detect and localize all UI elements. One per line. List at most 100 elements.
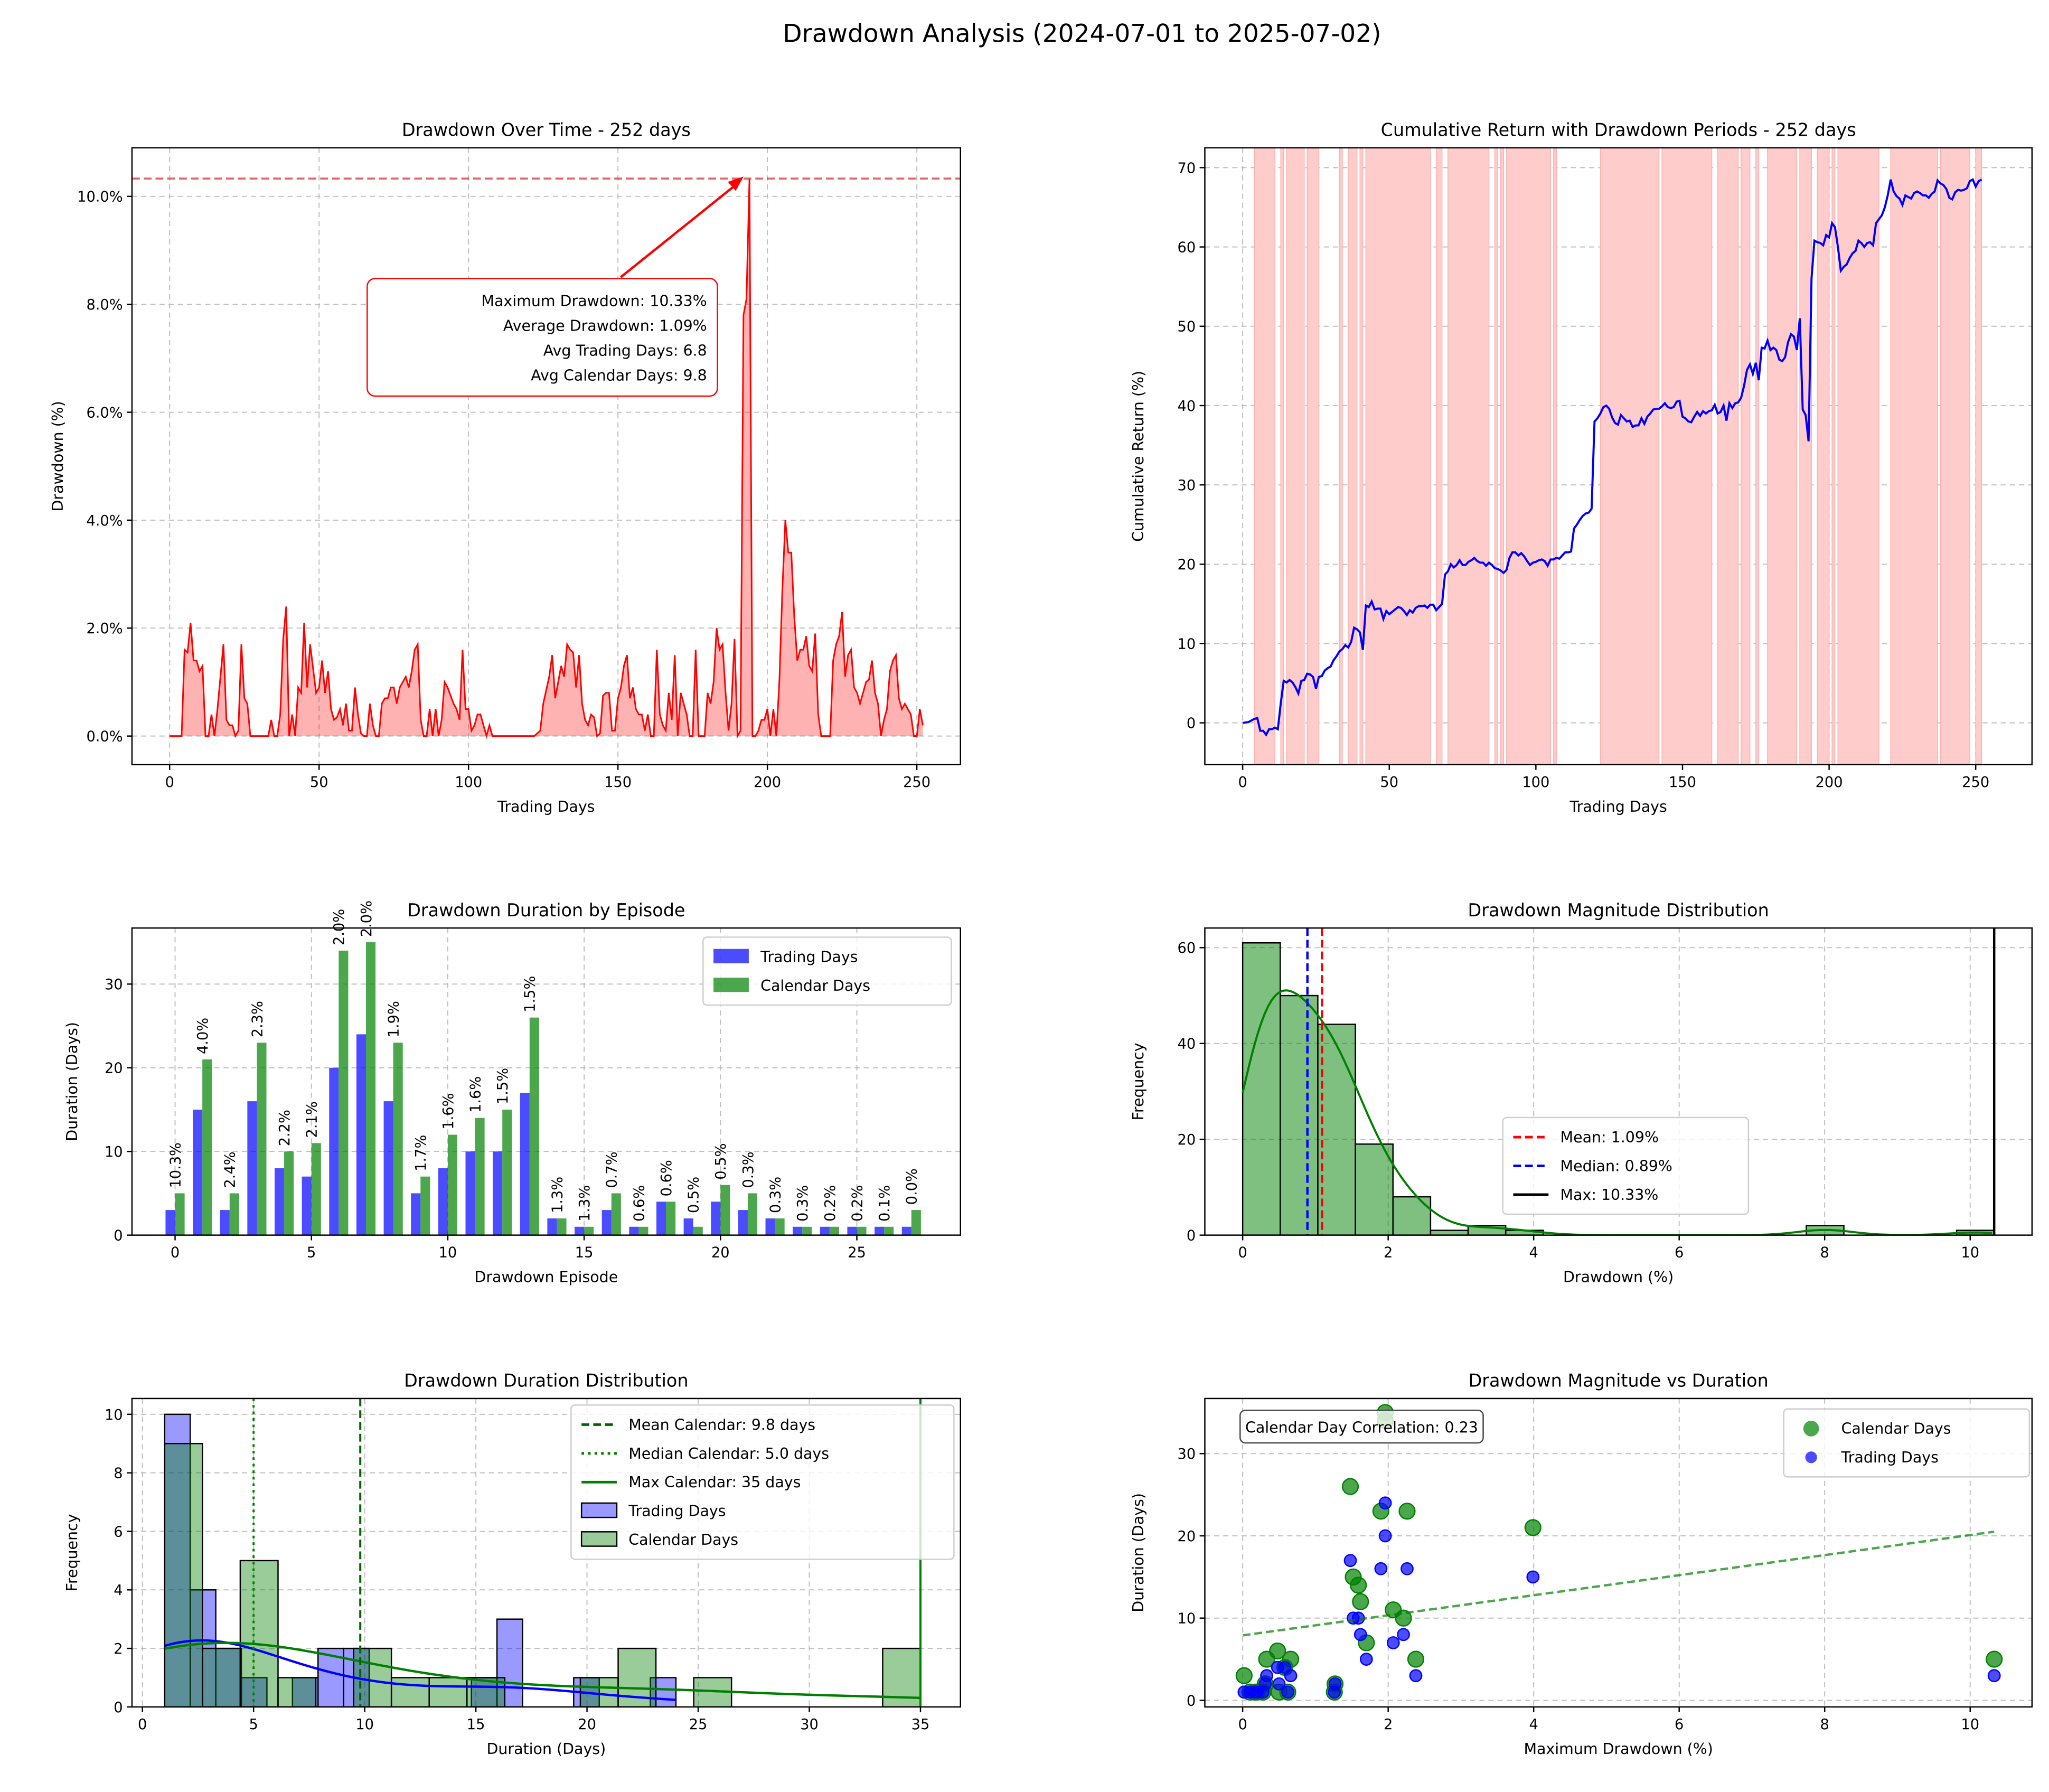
bar-magnitude-label: 0.5%	[713, 1143, 729, 1180]
subplot-title: Drawdown Over Time - 252 days	[402, 120, 691, 140]
bar-magnitude-label: 0.1%	[877, 1185, 893, 1222]
subplot-5: 0 5 10 15 20 25 30 35 0 2 4 6 8 10 Drawdown Duration D…	[63, 1371, 961, 1758]
bar-calendar-days	[175, 1193, 185, 1235]
y-axis-label: Duration (Days)	[63, 1022, 81, 1141]
scatter-point-trading-days	[1343, 1554, 1357, 1568]
scatter-point-trading-days	[1237, 1685, 1251, 1699]
bar-calendar-days	[584, 1226, 594, 1235]
y-tick-label: 6	[114, 1524, 123, 1540]
drawdown-period-span	[1817, 147, 1830, 765]
y-tick-label: 4	[114, 1582, 123, 1599]
legend-label: Calendar Days	[628, 1531, 738, 1549]
bar-trading-days	[383, 1101, 393, 1235]
legend-label: Calendar Days	[1841, 1420, 1951, 1438]
x-axis-label: Drawdown (%)	[1563, 1269, 1674, 1286]
y-tick-label: 0	[1187, 1693, 1196, 1709]
bar-calendar-days	[529, 1017, 539, 1235]
drawdown-period-span	[1661, 147, 1713, 765]
bar-magnitude-label: 2.1%	[304, 1101, 321, 1138]
scatter-point-calendar-days	[1235, 1667, 1253, 1684]
bar-trading-days	[629, 1226, 639, 1235]
bar-trading-days	[493, 1151, 503, 1235]
y-axis-label: Cumulative Return (%)	[1130, 371, 1147, 542]
x-tick-label: 0	[171, 1245, 180, 1261]
bar-magnitude-label: 0.2%	[849, 1185, 866, 1222]
bar-calendar-days	[911, 1210, 921, 1235]
bar-calendar-days	[475, 1118, 485, 1235]
scatter-point-calendar-days	[1398, 1503, 1416, 1520]
legend-label: Mean Calendar: 9.8 days	[628, 1416, 815, 1433]
histogram-bar-calendar-days	[202, 1647, 241, 1707]
x-axis-label: Trading Days	[1569, 798, 1667, 815]
histogram-bar	[1430, 1230, 1469, 1235]
axes-frame	[1204, 1397, 2033, 1708]
bar-magnitude-label: 1.6%	[467, 1076, 484, 1113]
x-axis-label: Duration (Days)	[486, 1740, 606, 1758]
x-tick-label: 150	[1669, 774, 1696, 791]
legend-label: Max Calendar: 35 days	[628, 1474, 801, 1491]
bar-trading-days	[520, 1093, 530, 1235]
y-tick-label: 10	[1178, 636, 1196, 652]
bar-trading-days	[738, 1210, 748, 1235]
bar-trading-days	[875, 1226, 885, 1235]
subplot-1: 0 50 100 150 200 250 0.0% 2.0% 4.0% 6.0% 8.0% 10.0%…	[49, 120, 961, 815]
y-axis-label: Duration (Days)	[1130, 1493, 1147, 1612]
legend-frame	[702, 936, 952, 1006]
subplot-title: Cumulative Return with Drawdown Periods …	[1381, 120, 1856, 140]
bar-trading-days	[465, 1151, 475, 1235]
histogram-bar-calendar-days	[390, 1677, 430, 1707]
y-axis-label: Frequency	[63, 1514, 81, 1591]
legend: Trading Days Calendar Days	[702, 936, 952, 1006]
x-tick-label: 6	[1675, 1245, 1684, 1261]
bar-magnitude-label: 2.4%	[222, 1151, 239, 1188]
axes-frame	[131, 1397, 961, 1708]
x-tick-label: 8	[1820, 1245, 1829, 1261]
histogram-bar	[1242, 942, 1281, 1235]
legend-marker	[1803, 1421, 1819, 1437]
scatter-point-trading-days	[1328, 1685, 1341, 1699]
bar-trading-days	[193, 1109, 203, 1235]
scatter-point-trading-days	[1397, 1628, 1410, 1641]
bar-trading-days	[765, 1218, 775, 1235]
drawdown-period-span	[1348, 147, 1358, 765]
y-axis-label: Drawdown (%)	[49, 401, 67, 511]
drawdown-period-span	[1435, 147, 1443, 765]
x-tick-label: 6	[1675, 1716, 1684, 1733]
drawdown-period-span	[1717, 147, 1739, 765]
x-tick-label: 10	[355, 1716, 374, 1733]
y-tick-label: 70	[1178, 160, 1196, 176]
y-tick-label: 10	[105, 1407, 123, 1423]
drawdown-period-span	[1286, 147, 1305, 765]
drawdown-line	[170, 179, 924, 739]
scatter-point-calendar-days	[1345, 1568, 1362, 1585]
x-tick-label: 150	[604, 774, 632, 791]
x-tick-label: 15	[467, 1716, 485, 1733]
legend-frame	[570, 1404, 955, 1560]
legend-frame	[1783, 1408, 2031, 1478]
bar-magnitude-label: 0.3%	[740, 1151, 757, 1188]
bar-trading-days	[575, 1226, 585, 1235]
bar-trading-days	[901, 1226, 911, 1235]
bar-magnitude-label: 2.2%	[277, 1110, 293, 1146]
y-tick-label: 50	[1178, 319, 1196, 335]
legend-swatch	[713, 978, 749, 992]
scatter-point-calendar-days	[1258, 1650, 1275, 1668]
x-tick-label: 35	[911, 1716, 930, 1733]
bar-calendar-days	[666, 1202, 676, 1235]
subplot-title: Drawdown Magnitude Distribution	[1468, 900, 1769, 921]
x-tick-label: 250	[1962, 774, 1989, 791]
bar-trading-days	[356, 1034, 366, 1235]
x-tick-label: 100	[455, 774, 482, 791]
y-tick-label: 8.0%	[86, 297, 123, 313]
histogram-bar	[1280, 994, 1319, 1235]
drawdown-period-span	[1280, 147, 1284, 765]
bar-magnitude-label: 1.6%	[440, 1093, 457, 1129]
y-tick-label: 20	[1178, 1528, 1196, 1545]
annotation-box	[366, 278, 718, 397]
drawdown-period-span	[1307, 147, 1320, 765]
y-tick-label: 2	[114, 1641, 123, 1657]
x-tick-label: 0	[1238, 1716, 1247, 1733]
y-tick-label: 20	[105, 1061, 123, 1077]
y-tick-label: 0	[114, 1228, 123, 1244]
annotation-line: Maximum Drawdown: 10.33%	[481, 292, 707, 309]
